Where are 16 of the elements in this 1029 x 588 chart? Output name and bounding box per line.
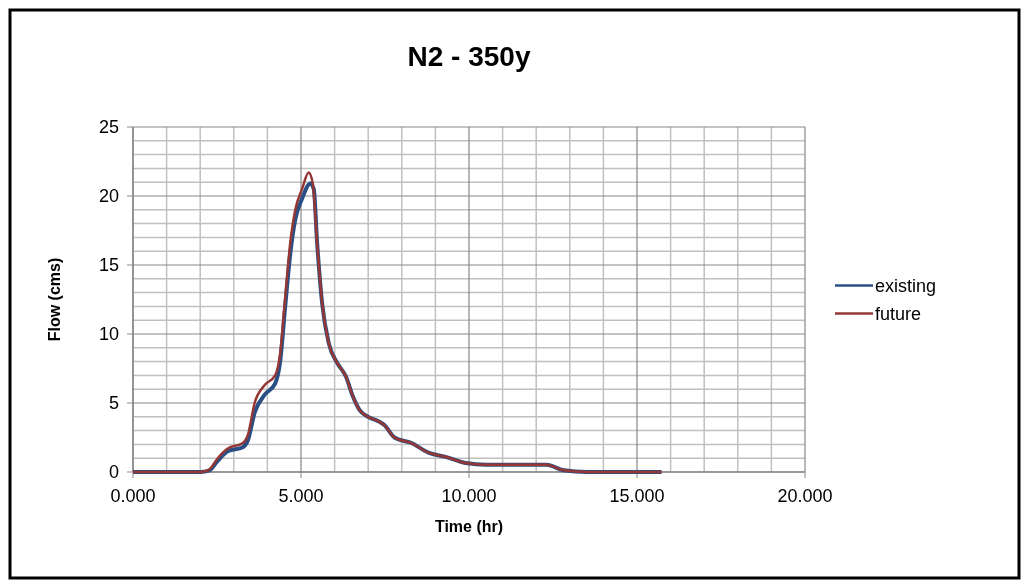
x-tick-label: 0.000 xyxy=(110,486,156,506)
chart-title: N2 - 350y xyxy=(407,41,531,72)
y-tick-label: 10 xyxy=(98,324,119,344)
y-tick-label: 0 xyxy=(108,462,119,482)
y-tick-label: 25 xyxy=(98,117,119,137)
x-tick-label: 20.000 xyxy=(777,486,833,506)
x-tick-label: 10.000 xyxy=(441,486,497,506)
y-tick-label: 5 xyxy=(108,393,119,413)
x-axis-title: Time (hr) xyxy=(434,518,504,535)
legend-label: existing xyxy=(875,275,937,296)
x-tick-label: 5.000 xyxy=(278,486,324,506)
y-tick-label: 20 xyxy=(98,186,119,206)
y-axis-title: Flow (cms) xyxy=(46,257,63,342)
y-tick-label: 15 xyxy=(98,255,119,275)
x-tick-label: 15.000 xyxy=(609,486,665,506)
legend-label: future xyxy=(875,303,922,324)
